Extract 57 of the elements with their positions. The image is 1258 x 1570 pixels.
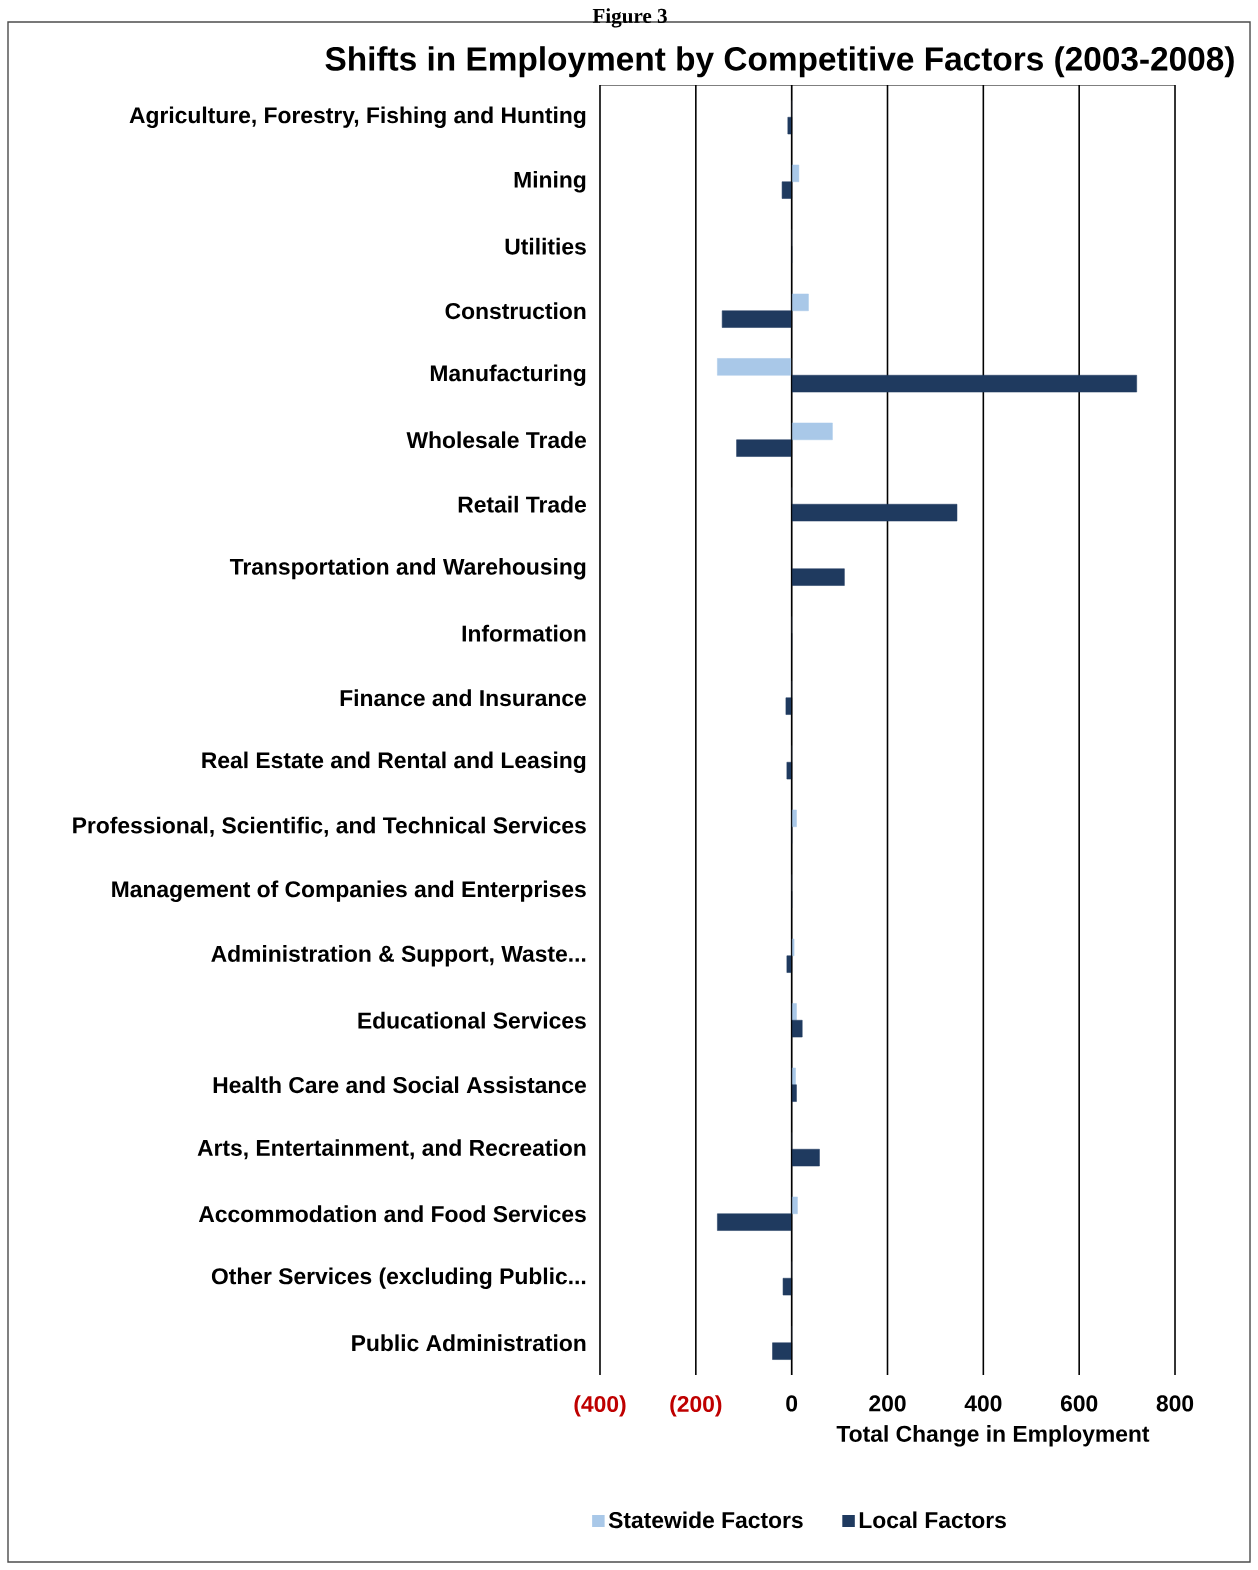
y-tick-label: Mining [514, 171, 586, 193]
bar [791, 1067, 796, 1086]
legend-label: Local Factors [859, 1511, 1006, 1529]
y-tick-label: Utilities [505, 237, 586, 255]
bar [791, 374, 1137, 393]
bar [791, 1148, 820, 1167]
bar [786, 761, 792, 780]
bar [791, 1196, 798, 1215]
x-tick-label: (400) [574, 1395, 626, 1417]
bar [717, 1213, 792, 1231]
bar [787, 116, 792, 135]
bar [791, 938, 795, 957]
legend-label: Statewide Factors [608, 1511, 803, 1529]
y-tick-label: Management of Companies and Enterprises [112, 880, 586, 902]
y-tick-label: Real Estate and Rental and Leasing [202, 751, 586, 773]
x-tick-label: 200 [869, 1395, 906, 1412]
bar [772, 1342, 792, 1360]
bar [791, 1003, 797, 1021]
chart-title: Shifts in Employment by Competitive Factors (2003-2008) [325, 46, 1234, 78]
x-tick-label: 800 [1156, 1395, 1194, 1412]
bar [791, 503, 958, 522]
x-tick-label: 600 [1060, 1395, 1098, 1412]
y-tick-label: Manufacturing [430, 364, 586, 386]
bar [781, 181, 792, 199]
x-tick-label: 0 [786, 1395, 798, 1412]
bar [791, 1019, 803, 1038]
y-tick-label: Administration & Support, Waste... [211, 945, 586, 967]
y-tick-label: Construction [445, 302, 586, 320]
y-tick-label: Health Care and Social Assistance [213, 1076, 586, 1094]
y-tick-label: Information [462, 624, 586, 642]
bar [791, 164, 800, 183]
bar [791, 293, 809, 312]
y-tick-label: Finance and Insurance [340, 689, 586, 707]
bar [721, 310, 792, 328]
x-tick-label: 400 [964, 1395, 1002, 1412]
bar [791, 1084, 797, 1102]
y-tick-label: Wholesale Trade [406, 431, 586, 449]
bar [791, 809, 797, 828]
bar [791, 568, 845, 586]
bar [736, 439, 792, 457]
x-axis-title: Total Change in Employment [836, 1425, 1150, 1447]
bar [717, 358, 792, 376]
y-tick-label: Accommodation and Food Services [198, 1205, 586, 1223]
caption: Figure 3 [592, 8, 667, 28]
x-tick-label: (200) [670, 1395, 722, 1417]
bar [791, 422, 833, 441]
bar [786, 955, 792, 973]
y-tick-label: Educational Services [358, 1011, 586, 1029]
y-tick-label: Retail Trade [458, 495, 586, 513]
y-tick-label: Agriculture, Forestry, Fishing and Hunting [129, 106, 586, 128]
bar [785, 697, 792, 715]
y-tick-label: Public Administration [352, 1334, 586, 1352]
bar [782, 1277, 792, 1296]
y-tick-label: Arts, Entertainment, and Recreation [197, 1139, 586, 1160]
y-tick-label: Transportation and Warehousing [229, 558, 586, 580]
y-tick-label: Other Services (excluding Public... [211, 1267, 586, 1289]
y-tick-label: Professional, Scientific, and Technical Services [73, 816, 586, 837]
